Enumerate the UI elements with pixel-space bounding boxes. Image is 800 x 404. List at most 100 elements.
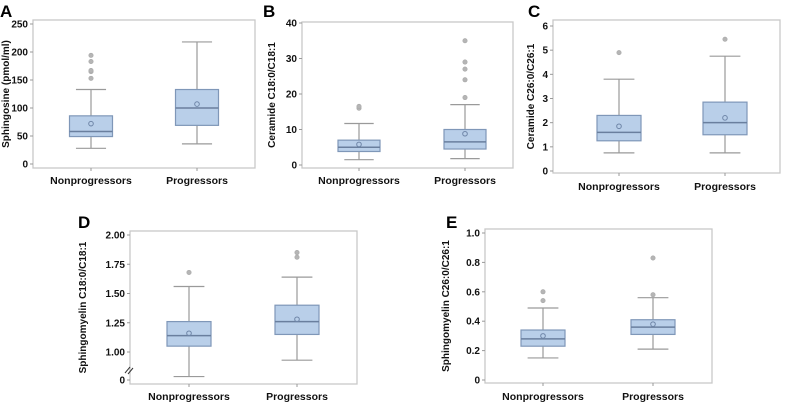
plot-frame xyxy=(484,228,713,384)
y-tick-label: 1.25 xyxy=(106,318,126,329)
box-progressors xyxy=(174,41,220,145)
box-nonprogressors xyxy=(166,269,212,378)
outlier-point xyxy=(88,52,94,58)
panel-b: B Ceramide C18:0/C18:1 0 10 20 30 40 Nonprogres… xyxy=(263,2,514,187)
mean-marker xyxy=(356,141,362,148)
outlier-point xyxy=(462,77,468,83)
panel-c: C Ceramide C26:0/C26:1 0 1 2 3 4 5 6 Nonprogresso… xyxy=(526,2,781,193)
y-tick-label: 2 xyxy=(542,118,548,129)
panel-label: C xyxy=(528,2,540,21)
category-label: Progressors xyxy=(166,175,228,187)
y-tick-label: 200 xyxy=(11,48,28,59)
iqr-box xyxy=(702,101,748,136)
plot-frame xyxy=(129,230,358,385)
y-tick-label: 0 xyxy=(291,161,297,172)
outlier-point xyxy=(186,269,192,275)
box-progressors xyxy=(274,250,320,361)
outlier-point xyxy=(88,75,94,81)
outlier-point xyxy=(294,254,300,260)
category-label: Nonprogressors xyxy=(148,391,230,403)
box-progressors xyxy=(443,38,487,160)
mean-marker xyxy=(294,316,300,323)
panel-label: B xyxy=(263,2,275,21)
category-label: Progressors xyxy=(622,391,684,403)
box-nonprogressors xyxy=(68,52,114,149)
y-tick-label: 3 xyxy=(542,94,548,105)
y-tick-label: 0.2 xyxy=(466,346,480,357)
panel-e: E Sphingomyelin C26:0/C26:1 0 0.2 0.4 0.6 0.8 1… xyxy=(441,213,713,403)
y-tick-label: 10 xyxy=(286,125,298,136)
y-tick-label: 50 xyxy=(17,132,29,143)
y-axis-label: Sphingomyelin C18:0/C18:1 xyxy=(78,241,89,373)
category-label: Nonprogressors xyxy=(502,391,584,403)
category-label: Progressors xyxy=(434,175,496,187)
mean-marker xyxy=(650,321,656,327)
panel-label: D xyxy=(78,213,90,232)
outlier-point xyxy=(722,36,728,42)
outlier-point xyxy=(462,38,468,44)
plot-frame xyxy=(552,19,781,174)
y-axis-label: Ceramide C18:0/C18:1 xyxy=(267,42,278,148)
category-label: Nonprogressors xyxy=(50,175,132,187)
mean-marker xyxy=(186,330,192,337)
outlier-point xyxy=(356,103,362,109)
box-nonprogressors xyxy=(596,50,642,154)
mean-marker xyxy=(462,130,468,137)
iqr-box xyxy=(443,128,487,150)
category-label: Progressors xyxy=(694,181,756,193)
y-tick-label: 1.75 xyxy=(106,260,126,271)
mean-marker xyxy=(540,333,546,339)
y-tick-label: 100 xyxy=(11,104,28,115)
outlier-point xyxy=(650,292,656,298)
y-tick-label: 30 xyxy=(286,54,298,65)
category-label: Nonprogressors xyxy=(318,175,400,187)
plot-frame xyxy=(32,19,256,169)
y-tick-label: 1 xyxy=(542,142,548,153)
y-tick-label: 5 xyxy=(542,46,548,57)
y-axis-label: Sphingomyelin C26:0/C26:1 xyxy=(441,240,452,372)
box-progressors xyxy=(702,36,748,154)
y-tick-label: 0.4 xyxy=(466,317,480,328)
y-tick-label: 20 xyxy=(286,90,298,101)
y-tick-label: 4 xyxy=(542,70,548,81)
outlier-point xyxy=(540,298,546,304)
y-tick-label: 250 xyxy=(11,20,28,31)
outlier-point xyxy=(540,289,546,295)
mean-marker xyxy=(722,115,728,121)
outlier-point xyxy=(294,250,300,256)
y-tick-label: 1.50 xyxy=(106,289,126,300)
category-label: Progressors xyxy=(266,391,328,403)
box-progressors xyxy=(630,255,676,350)
category-label: Nonprogressors xyxy=(578,181,660,193)
y-tick-label: 0 xyxy=(542,167,548,178)
outlier-point xyxy=(88,59,94,65)
panel-a: A Sphingosine (pmol/ml) 0 50 100 150 200 250 Non… xyxy=(0,2,256,187)
y-axis-label: Ceramide C26:0/C26:1 xyxy=(526,43,537,149)
y-tick-label: 150 xyxy=(11,76,28,87)
panel-label: A xyxy=(0,2,12,21)
y-tick-label: 2.00 xyxy=(106,231,126,242)
y-tick-label: 0 xyxy=(119,376,125,387)
iqr-box xyxy=(274,304,320,336)
y-tick-label: 0.8 xyxy=(466,258,480,269)
outlier-point xyxy=(88,67,94,73)
mean-marker xyxy=(616,123,622,130)
y-tick-label: 1.00 xyxy=(106,348,126,359)
y-tick-label: 0.6 xyxy=(466,287,480,298)
outlier-point xyxy=(462,59,468,65)
axis-break-icon xyxy=(124,366,134,375)
outlier-point xyxy=(616,50,622,56)
mean-marker xyxy=(194,101,200,107)
box-nonprogressors xyxy=(337,103,381,161)
y-tick-label: 0 xyxy=(22,160,28,171)
y-tick-label: 0 xyxy=(474,376,480,387)
outlier-point xyxy=(462,66,468,72)
outlier-point xyxy=(650,255,656,261)
iqr-box xyxy=(337,139,381,153)
iqr-box xyxy=(166,320,212,347)
y-axis-label: Sphingosine (pmol/ml) xyxy=(1,40,12,148)
y-tick-label: 40 xyxy=(286,19,298,30)
y-tick-label: 1.0 xyxy=(466,229,480,240)
outlier-point xyxy=(462,95,468,101)
